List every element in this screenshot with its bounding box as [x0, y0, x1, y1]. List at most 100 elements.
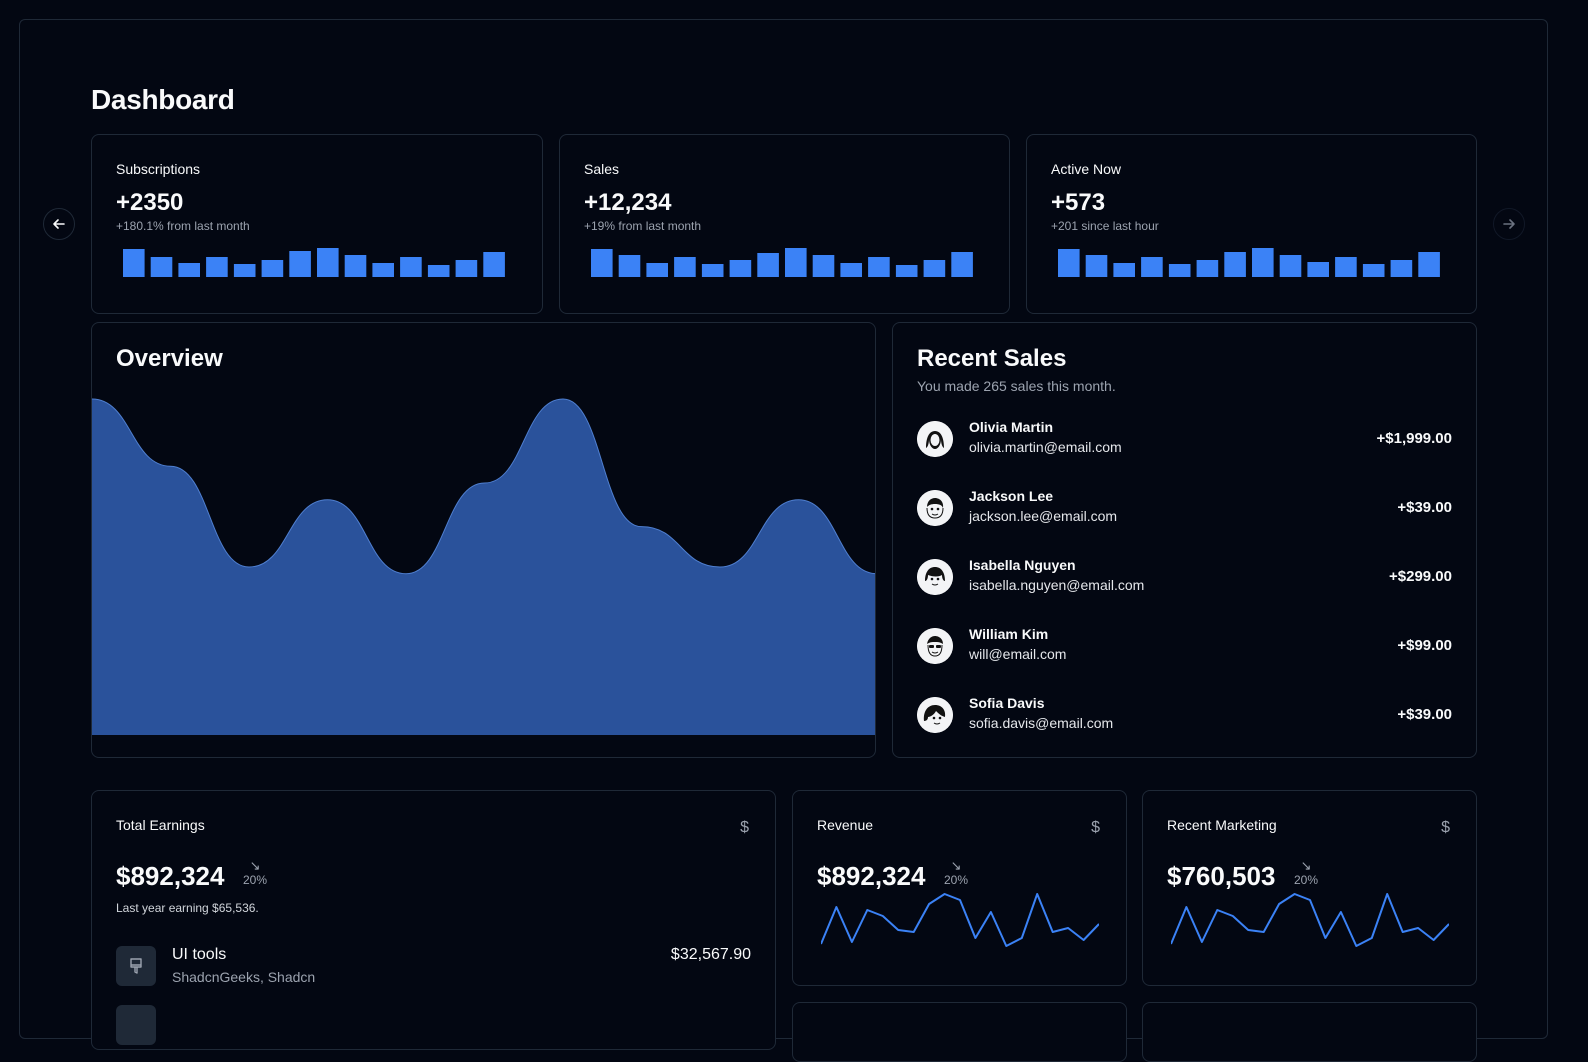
brush-icon [116, 946, 156, 986]
recent-marketing-sparkline [1171, 893, 1449, 947]
bar [729, 260, 752, 277]
subscriptions-card: Subscriptions +2350 +180.1% from last mo… [91, 134, 543, 314]
active-now-bar-chart [1058, 248, 1440, 277]
overview-area-chart [92, 398, 875, 735]
bar [591, 249, 613, 277]
bar [317, 248, 339, 277]
revenue-card: Revenue $ $892,324 ↘ 20% [792, 790, 1127, 986]
bar [618, 255, 641, 277]
bar [1196, 260, 1219, 277]
sale-amount: +$39.00 [1397, 499, 1452, 516]
bar [785, 248, 807, 277]
total-earnings-value: $892,324 [116, 861, 225, 891]
sales-card: Sales +12,234 +19% from last month [559, 134, 1010, 314]
stat-label: Sales [584, 161, 620, 177]
sale-name: Olivia Martin [969, 419, 1054, 435]
bar [1168, 264, 1191, 277]
trend-down-icon: ↘ [249, 858, 261, 873]
bar [1058, 249, 1080, 277]
trend-percent: 20% [944, 873, 969, 887]
avatar [917, 559, 953, 595]
recent-marketing-card: Recent Marketing $ $760,503 ↘ 20% [1142, 790, 1477, 986]
bar [1335, 257, 1357, 277]
sale-row[interactable]: Jackson Lee jackson.lee@email.com +$39.0… [917, 488, 1452, 530]
sale-row[interactable]: Olivia Martin olivia.martin@email.com +$… [917, 419, 1452, 461]
bar [455, 260, 478, 277]
stat-value: +573 [1051, 189, 1106, 216]
sale-email: sofia.davis@email.com [969, 715, 1114, 731]
avatar [917, 628, 953, 664]
stat-subtext: +180.1% from last month [116, 219, 250, 233]
bar [206, 257, 228, 277]
recent-sales-title: Recent Sales [917, 345, 1067, 372]
dollar-icon: $ [740, 819, 749, 836]
arrow-left-icon [53, 219, 65, 229]
earnings-item-amount: $32,567.90 [670, 946, 751, 963]
bar [483, 252, 505, 277]
sale-email: isabella.nguyen@email.com [969, 577, 1145, 593]
sale-name: William Kim [969, 626, 1049, 642]
bar [840, 263, 862, 277]
bar [1418, 252, 1440, 277]
bar [923, 260, 946, 277]
recent-marketing-value: $760,503 [1167, 861, 1276, 891]
bar [646, 263, 668, 277]
bar [1307, 262, 1329, 277]
bar [1390, 260, 1413, 277]
recent-marketing-label: Recent Marketing [1167, 817, 1277, 833]
overview-line [92, 398, 875, 575]
earnings-item[interactable]: UI tools ShadcnGeeks, Shadcn $32,567.90 [116, 946, 751, 990]
bar [1252, 248, 1274, 277]
page-title: Dashboard [91, 84, 235, 115]
subscriptions-bar-chart [123, 248, 505, 277]
sale-amount: +$39.00 [1397, 706, 1452, 723]
trend-indicator: ↘ 20% [243, 858, 267, 888]
sales-bar-chart [591, 248, 973, 277]
revenue-label: Revenue [817, 817, 874, 833]
sale-row[interactable]: Isabella Nguyen isabella.nguyen@email.co… [917, 557, 1452, 599]
next-card [1142, 1002, 1477, 1062]
stat-label: Subscriptions [116, 161, 201, 177]
sale-name: Sofia Davis [969, 695, 1045, 711]
next-card [792, 1002, 1127, 1062]
sale-row[interactable]: William Kim will@email.com +$99.00 [917, 626, 1452, 668]
trend-down-icon: ↘ [1300, 858, 1312, 873]
sale-row[interactable]: Sofia Davis sofia.davis@email.com +$39.0… [917, 695, 1452, 737]
total-earnings-subtext: Last year earning $65,536. [116, 901, 259, 915]
bar [812, 255, 835, 277]
trend-percent: 20% [1294, 873, 1319, 887]
earnings-item-icon [116, 1005, 156, 1045]
earnings-item-subtitle: ShadcnGeeks, Shadcn [172, 969, 316, 985]
stat-value: +2350 [116, 189, 184, 216]
bar [123, 249, 145, 277]
bar [1113, 263, 1135, 277]
stat-value: +12,234 [584, 189, 672, 216]
bar [951, 252, 973, 277]
dollar-icon: $ [1441, 819, 1450, 836]
stat-subtext: +19% from last month [584, 219, 702, 233]
sale-amount: +$1,999.00 [1376, 430, 1453, 447]
bar [1279, 255, 1302, 277]
bar [427, 265, 450, 277]
sale-amount: +$99.00 [1397, 637, 1452, 654]
bar [674, 257, 696, 277]
stat-label: Active Now [1051, 161, 1122, 177]
stat-subtext: +201 since last hour [1051, 219, 1159, 233]
bar [400, 257, 422, 277]
avatar [917, 421, 953, 457]
active-now-card: Active Now +573 +201 since last hour [1026, 134, 1477, 314]
trend-indicator: ↘ 20% [1294, 858, 1319, 888]
sale-name: Jackson Lee [969, 488, 1054, 504]
bar [289, 251, 311, 277]
arrow-right-icon [1503, 219, 1515, 229]
bar [1085, 255, 1108, 277]
overview-area [92, 399, 875, 735]
carousel-prev-button[interactable] [43, 208, 75, 240]
bar [150, 257, 173, 277]
trend-down-icon: ↘ [950, 858, 962, 873]
carousel-next-button[interactable] [1493, 208, 1525, 240]
avatar [917, 490, 953, 526]
sparkline-path [821, 893, 1099, 947]
recent-sales-card: Recent Sales You made 265 sales this mon… [892, 322, 1477, 758]
bar [1224, 252, 1246, 277]
